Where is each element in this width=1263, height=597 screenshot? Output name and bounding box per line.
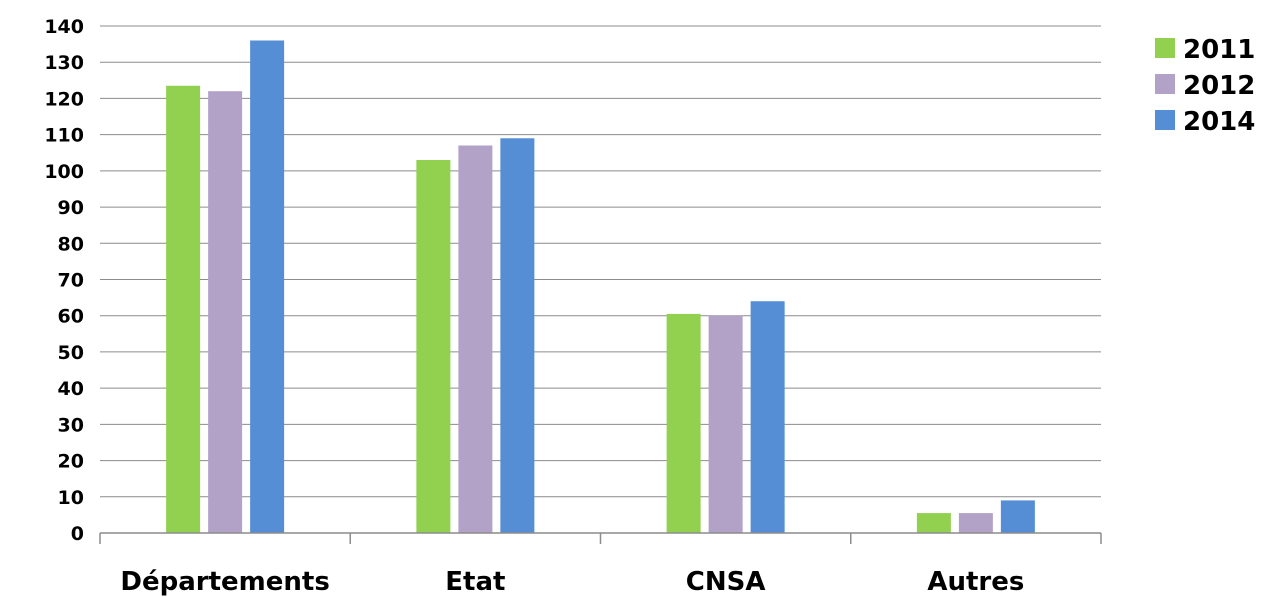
y-tick-label: 130	[44, 52, 84, 74]
y-axis-ticks: 0 10 20 30 40 50 60 70 80 90 100 110 120 130 140	[44, 16, 84, 545]
y-tick-label: 100	[44, 161, 84, 183]
category-label: Autres	[927, 567, 1024, 597]
legend-label: 2011	[1183, 35, 1255, 65]
bar-2014-3	[1000, 500, 1035, 533]
category-labels: Départements Etat CNSA Autres	[120, 567, 1024, 597]
x-axis	[99, 532, 1102, 544]
y-tick-label: 70	[58, 270, 84, 292]
legend-swatch	[1155, 110, 1175, 130]
bar-2011-2	[666, 313, 701, 533]
legend-label: 2012	[1183, 71, 1255, 101]
bars	[166, 40, 1035, 533]
y-tick-label: 120	[44, 88, 84, 110]
bar-2011-3	[916, 513, 951, 533]
y-tick-label: 50	[58, 342, 84, 364]
bar-2014-0	[250, 40, 285, 533]
y-tick-label: 60	[58, 306, 84, 328]
legend: 2011 2012 2014	[1155, 35, 1255, 137]
y-tick-label: 80	[58, 233, 84, 255]
bar-2011-1	[416, 159, 451, 533]
category-label: CNSA	[686, 567, 766, 597]
bar-2012-0	[208, 91, 243, 533]
y-tick-label: 140	[44, 16, 84, 38]
y-tick-label: 30	[58, 414, 84, 436]
bar-2012-3	[958, 513, 993, 533]
bar-2014-2	[750, 301, 785, 533]
y-tick-label: 10	[58, 487, 84, 509]
legend-label: 2014	[1183, 107, 1255, 137]
bar-2011-0	[166, 85, 201, 533]
legend-swatch	[1155, 74, 1175, 94]
y-tick-label: 90	[58, 197, 84, 219]
bar-2014-1	[500, 138, 535, 533]
bar-2012-2	[708, 315, 743, 533]
bar-2012-1	[458, 145, 493, 533]
y-tick-label: 40	[58, 378, 84, 400]
legend-swatch	[1155, 38, 1175, 58]
y-tick-label: 0	[71, 523, 84, 545]
category-label: Départements	[120, 567, 329, 597]
y-tick-label: 110	[44, 125, 84, 147]
category-label: Etat	[445, 567, 505, 597]
y-tick-label: 20	[58, 451, 84, 473]
